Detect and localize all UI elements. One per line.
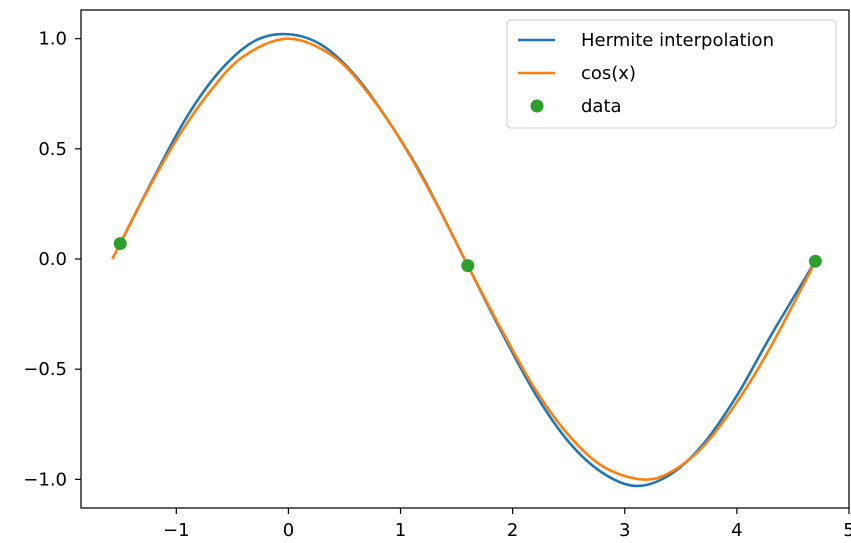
x-tick-label: 5 <box>843 520 851 541</box>
data-point <box>808 254 822 268</box>
y-tick-label: 0.5 <box>38 139 67 160</box>
x-tick-label: 0 <box>283 520 294 541</box>
x-tick-label: 2 <box>507 520 518 541</box>
legend-label-hermite-interpolation: Hermite interpolation <box>581 30 774 51</box>
legend-label-data: data <box>581 96 622 117</box>
x-tick-label: −1 <box>163 520 190 541</box>
tick-layer: −1 0 1 2 3 4 5 −1.0 −0.5 0.0 0.5 1.0 <box>23 29 851 541</box>
legend: Hermite interpolation cos(x) data <box>506 19 837 129</box>
y-tick-label: 0.0 <box>38 249 67 270</box>
y-tick-label: −0.5 <box>23 359 67 380</box>
x-tick-label: 4 <box>731 520 742 541</box>
legend-label-cos-x: cos(x) <box>581 63 636 84</box>
legend-box <box>506 19 837 129</box>
data-point <box>113 237 127 251</box>
x-tick-label: 1 <box>395 520 406 541</box>
legend-swatch-data <box>530 99 544 113</box>
x-tick-label: 3 <box>619 520 630 541</box>
data-point <box>461 259 475 273</box>
plot-area <box>111 32 822 488</box>
y-tick-label: 1.0 <box>38 29 67 50</box>
y-tick-label: −1.0 <box>23 469 67 490</box>
